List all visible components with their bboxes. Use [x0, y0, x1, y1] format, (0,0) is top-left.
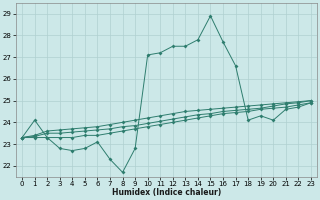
X-axis label: Humidex (Indice chaleur): Humidex (Indice chaleur) — [112, 188, 221, 197]
